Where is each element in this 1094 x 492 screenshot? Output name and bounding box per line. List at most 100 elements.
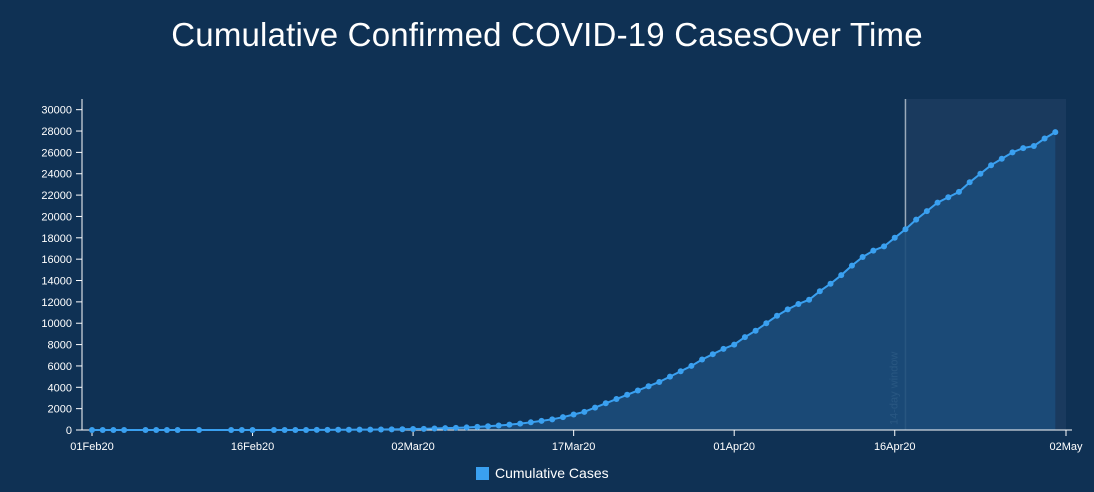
series-area [92,132,1056,430]
data-point[interactable] [699,356,706,363]
data-point[interactable] [720,345,727,352]
data-point[interactable] [624,391,631,398]
data-point[interactable] [581,408,588,415]
data-point[interactable] [955,188,962,195]
data-point[interactable] [1030,142,1037,149]
data-point[interactable] [966,179,973,186]
data-point[interactable] [709,351,716,358]
data-point[interactable] [559,414,566,421]
data-point[interactable] [249,427,256,433]
data-point[interactable] [121,427,128,433]
data-point[interactable] [345,426,352,433]
data-point[interactable] [891,234,898,241]
y-tick-label: 16000 [41,254,72,266]
y-tick-label: 8000 [48,340,72,352]
data-point[interactable] [913,216,920,223]
data-point[interactable] [1052,129,1059,136]
data-point[interactable] [89,427,95,433]
data-point[interactable] [420,425,427,432]
data-point[interactable] [570,411,577,418]
data-point[interactable] [474,423,481,430]
legend-item[interactable]: Cumulative Cases [476,465,609,481]
legend[interactable]: Cumulative Cases [476,465,609,481]
y-tick-label: 22000 [41,190,72,202]
data-point[interactable] [335,426,342,433]
data-point[interactable] [549,416,556,423]
data-point[interactable] [677,368,684,375]
data-point[interactable] [356,426,363,433]
data-point[interactable] [313,426,320,433]
data-point[interactable] [774,312,781,319]
data-point[interactable] [656,378,663,385]
data-point[interactable] [163,427,170,433]
data-point[interactable] [238,427,245,433]
point-layer [89,129,1059,433]
data-point[interactable] [153,427,160,433]
data-point[interactable] [281,427,288,433]
data-point[interactable] [517,420,524,427]
y-tick-label: 18000 [41,233,72,245]
data-point[interactable] [399,426,406,433]
data-point[interactable] [367,426,374,433]
data-point[interactable] [859,254,866,261]
data-point[interactable] [688,362,695,369]
data-point[interactable] [270,427,277,433]
data-point[interactable] [602,400,609,407]
data-point[interactable] [763,320,770,327]
data-point[interactable] [634,387,641,394]
data-point[interactable] [303,427,310,433]
data-point[interactable] [592,404,599,411]
y-tick-label: 2000 [48,404,72,416]
data-point[interactable] [1041,135,1048,142]
data-point[interactable] [870,247,877,254]
legend-label: Cumulative Cases [495,465,609,481]
data-point[interactable] [666,373,673,380]
data-point[interactable] [410,426,417,433]
data-point[interactable] [110,427,117,433]
data-point[interactable] [827,280,834,287]
data-point[interactable] [945,194,952,201]
data-point[interactable] [816,288,823,295]
data-point[interactable] [463,424,470,431]
data-point[interactable] [902,226,909,233]
data-point[interactable] [527,419,534,426]
data-point[interactable] [228,427,235,433]
y-tick-label: 0 [66,425,72,437]
data-point[interactable] [923,208,930,215]
y-tick-label: 28000 [41,126,72,138]
data-point[interactable] [806,296,813,303]
data-point[interactable] [838,272,845,279]
data-point[interactable] [142,427,149,433]
data-point[interactable] [795,301,802,308]
data-point[interactable] [538,417,545,424]
data-point[interactable] [881,243,888,250]
data-point[interactable] [752,327,759,334]
data-point[interactable] [431,425,438,432]
data-point[interactable] [988,162,995,169]
data-point[interactable] [292,427,299,433]
data-point[interactable] [848,262,855,269]
data-point[interactable] [99,427,106,433]
data-point[interactable] [388,426,395,433]
data-point[interactable] [442,425,449,432]
y-tick-label: 20000 [41,211,72,223]
data-point[interactable] [1020,145,1027,152]
data-point[interactable] [1009,149,1016,156]
data-point[interactable] [977,170,984,177]
data-point[interactable] [731,341,738,348]
data-point[interactable] [377,426,384,433]
data-point[interactable] [506,421,513,428]
data-point[interactable] [645,383,652,390]
data-point[interactable] [485,423,492,430]
data-point[interactable] [741,334,748,341]
data-point[interactable] [324,426,331,433]
data-point[interactable] [934,199,941,206]
data-point[interactable] [784,306,791,313]
data-point[interactable] [452,424,459,431]
data-point[interactable] [998,155,1005,162]
data-point[interactable] [174,427,181,433]
data-point[interactable] [613,396,620,403]
y-tick-label: 14000 [41,276,72,288]
data-point[interactable] [196,427,203,433]
data-point[interactable] [495,422,502,429]
